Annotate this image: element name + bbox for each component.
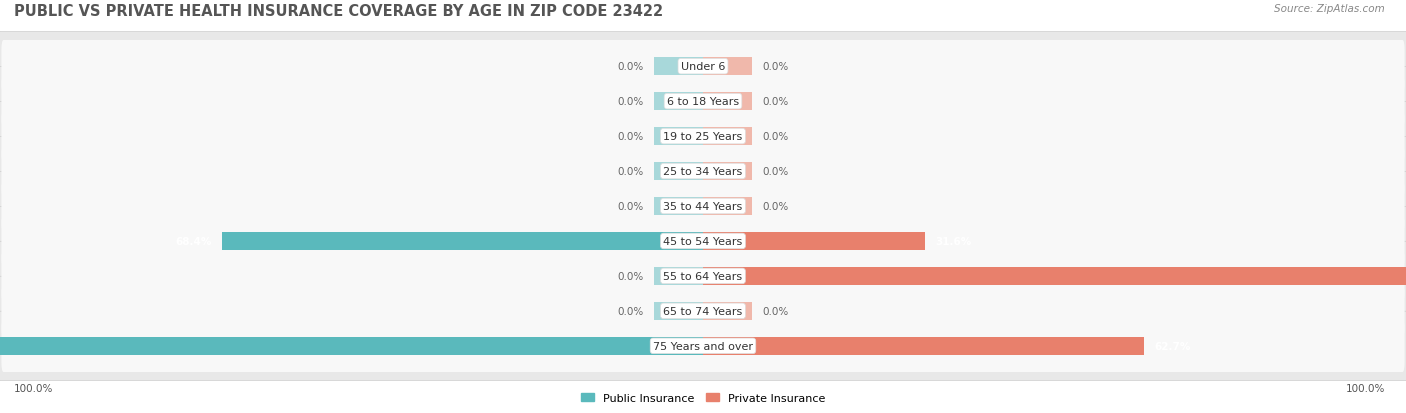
Bar	[703, 163, 752, 181]
Bar	[703, 128, 752, 146]
Bar	[654, 197, 703, 216]
Bar	[703, 337, 1144, 355]
FancyBboxPatch shape	[0, 33, 1406, 102]
Text: 0.0%: 0.0%	[762, 166, 789, 177]
Bar	[222, 232, 703, 250]
Text: 31.6%: 31.6%	[936, 236, 972, 247]
Text: 45 to 54 Years: 45 to 54 Years	[664, 236, 742, 247]
FancyBboxPatch shape	[1, 285, 1405, 337]
Text: 35 to 44 Years: 35 to 44 Years	[664, 202, 742, 211]
FancyBboxPatch shape	[1, 180, 1405, 233]
FancyBboxPatch shape	[0, 242, 1406, 311]
Bar	[654, 302, 703, 320]
FancyBboxPatch shape	[1, 215, 1405, 268]
Text: 0.0%: 0.0%	[762, 62, 789, 72]
Text: 0.0%: 0.0%	[617, 271, 644, 281]
Text: 6 to 18 Years: 6 to 18 Years	[666, 97, 740, 107]
FancyBboxPatch shape	[0, 102, 1406, 171]
FancyBboxPatch shape	[0, 207, 1406, 276]
FancyBboxPatch shape	[1, 41, 1405, 93]
Text: 0.0%: 0.0%	[617, 97, 644, 107]
Bar	[0, 337, 703, 355]
Text: 68.4%: 68.4%	[176, 236, 211, 247]
Bar	[703, 197, 752, 216]
Bar	[654, 93, 703, 111]
Text: 0.0%: 0.0%	[617, 132, 644, 142]
Text: 19 to 25 Years: 19 to 25 Years	[664, 132, 742, 142]
FancyBboxPatch shape	[1, 320, 1405, 372]
Text: 25 to 34 Years: 25 to 34 Years	[664, 166, 742, 177]
Bar	[703, 302, 752, 320]
Bar	[654, 58, 703, 76]
Text: Source: ZipAtlas.com: Source: ZipAtlas.com	[1274, 4, 1385, 14]
FancyBboxPatch shape	[1, 145, 1405, 198]
FancyBboxPatch shape	[1, 250, 1405, 302]
Bar	[703, 93, 752, 111]
Text: 55 to 64 Years: 55 to 64 Years	[664, 271, 742, 281]
FancyBboxPatch shape	[0, 67, 1406, 136]
Text: 100.0%: 100.0%	[1346, 383, 1385, 393]
Text: PUBLIC VS PRIVATE HEALTH INSURANCE COVERAGE BY AGE IN ZIP CODE 23422: PUBLIC VS PRIVATE HEALTH INSURANCE COVER…	[14, 4, 664, 19]
Text: 65 to 74 Years: 65 to 74 Years	[664, 306, 742, 316]
FancyBboxPatch shape	[0, 137, 1406, 206]
Text: Under 6: Under 6	[681, 62, 725, 72]
Bar	[703, 232, 925, 250]
Text: 75 Years and over: 75 Years and over	[652, 341, 754, 351]
FancyBboxPatch shape	[0, 311, 1406, 380]
FancyBboxPatch shape	[1, 111, 1405, 163]
Bar	[654, 163, 703, 181]
Text: 0.0%: 0.0%	[617, 62, 644, 72]
Bar	[654, 128, 703, 146]
FancyBboxPatch shape	[1, 76, 1405, 128]
FancyBboxPatch shape	[0, 172, 1406, 241]
Bar	[703, 58, 752, 76]
Text: 0.0%: 0.0%	[762, 306, 789, 316]
Text: 100.0%: 100.0%	[14, 383, 53, 393]
Bar	[654, 267, 703, 285]
Text: 0.0%: 0.0%	[762, 202, 789, 211]
Text: 0.0%: 0.0%	[762, 97, 789, 107]
Text: 0.0%: 0.0%	[617, 166, 644, 177]
Legend: Public Insurance, Private Insurance: Public Insurance, Private Insurance	[576, 389, 830, 408]
FancyBboxPatch shape	[0, 277, 1406, 346]
Text: 0.0%: 0.0%	[617, 202, 644, 211]
Text: 0.0%: 0.0%	[762, 132, 789, 142]
Bar	[703, 267, 1406, 285]
Text: 0.0%: 0.0%	[617, 306, 644, 316]
Text: 62.7%: 62.7%	[1154, 341, 1191, 351]
